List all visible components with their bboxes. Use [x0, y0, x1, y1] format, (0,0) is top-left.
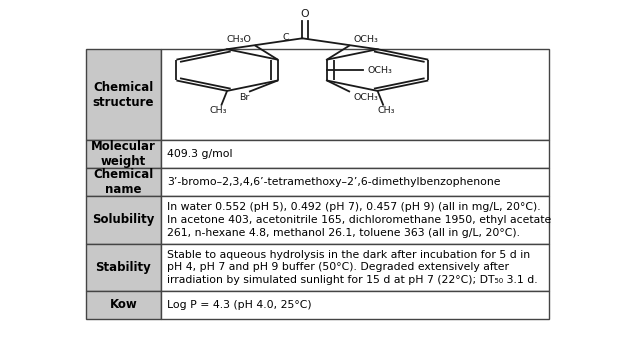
Bar — [161, 141, 549, 168]
Bar — [161, 291, 549, 319]
Bar — [86, 49, 161, 141]
Text: Stability: Stability — [95, 261, 151, 274]
Text: In water 0.552 (pH 5), 0.492 (pH 7), 0.457 (pH 9) (all in mg/L, 20°C).
In aceton: In water 0.552 (pH 5), 0.492 (pH 7), 0.4… — [167, 202, 551, 238]
Text: Br: Br — [239, 93, 249, 102]
Text: Chemical
name: Chemical name — [93, 168, 154, 196]
Text: OCH₃: OCH₃ — [353, 35, 378, 44]
Text: Kow: Kow — [110, 298, 137, 312]
Text: CH₃: CH₃ — [377, 106, 395, 115]
Text: OCH₃: OCH₃ — [353, 93, 378, 102]
Text: 3’-bromo–2,3,4,6’-tetramethoxy–2’,6-dimethylbenzophenone: 3’-bromo–2,3,4,6’-tetramethoxy–2’,6-dime… — [167, 177, 500, 187]
Text: CH₃O: CH₃O — [226, 35, 251, 44]
Bar — [86, 141, 161, 168]
Bar — [86, 291, 161, 319]
Text: C: C — [282, 33, 289, 42]
Text: Chemical
structure: Chemical structure — [92, 80, 154, 108]
Text: Stable to aqueous hydrolysis in the dark after incubation for 5 d in
pH 4, pH 7 : Stable to aqueous hydrolysis in the dark… — [167, 250, 538, 285]
Bar — [161, 49, 549, 141]
Text: 409.3 g/mol: 409.3 g/mol — [167, 149, 232, 159]
Bar — [161, 168, 549, 196]
Text: Log P = 4.3 (pH 4.0, 25°C): Log P = 4.3 (pH 4.0, 25°C) — [167, 300, 311, 310]
Bar — [161, 244, 549, 291]
Text: Molecular
weight: Molecular weight — [91, 141, 156, 168]
Bar — [86, 244, 161, 291]
Bar — [161, 196, 549, 244]
Text: OCH₃: OCH₃ — [368, 66, 392, 75]
Text: CH₃: CH₃ — [210, 106, 228, 115]
Bar — [86, 196, 161, 244]
Text: Solubility: Solubility — [92, 213, 154, 226]
Text: O: O — [301, 9, 309, 19]
Bar — [86, 168, 161, 196]
